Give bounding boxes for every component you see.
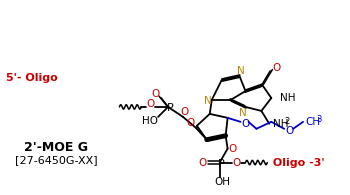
Text: N: N [237,66,244,76]
Text: O: O [232,158,241,168]
Text: 3: 3 [316,115,321,124]
Text: O: O [272,63,280,73]
Text: HO: HO [142,116,158,126]
Text: Oligo -3': Oligo -3' [269,158,325,168]
Text: P: P [167,103,173,113]
Text: CH: CH [305,117,320,127]
Text: OH: OH [215,177,231,187]
Text: P: P [218,159,225,168]
Text: O: O [199,158,207,168]
Text: 2'-MOE G: 2'-MOE G [24,141,88,154]
Text: 2: 2 [284,117,289,126]
Text: NH: NH [280,93,296,103]
Text: N: N [239,108,246,118]
Text: O: O [151,89,159,99]
Text: O: O [146,99,154,109]
Text: O: O [229,144,237,154]
Text: O: O [285,126,293,136]
Text: NH: NH [273,119,289,129]
Text: O: O [181,107,189,117]
Text: O: O [241,119,250,129]
Text: N: N [204,96,212,106]
Text: 5'- Oligo: 5'- Oligo [6,73,58,83]
Text: [27-6450G-XX]: [27-6450G-XX] [15,156,97,166]
Text: O: O [187,118,195,128]
